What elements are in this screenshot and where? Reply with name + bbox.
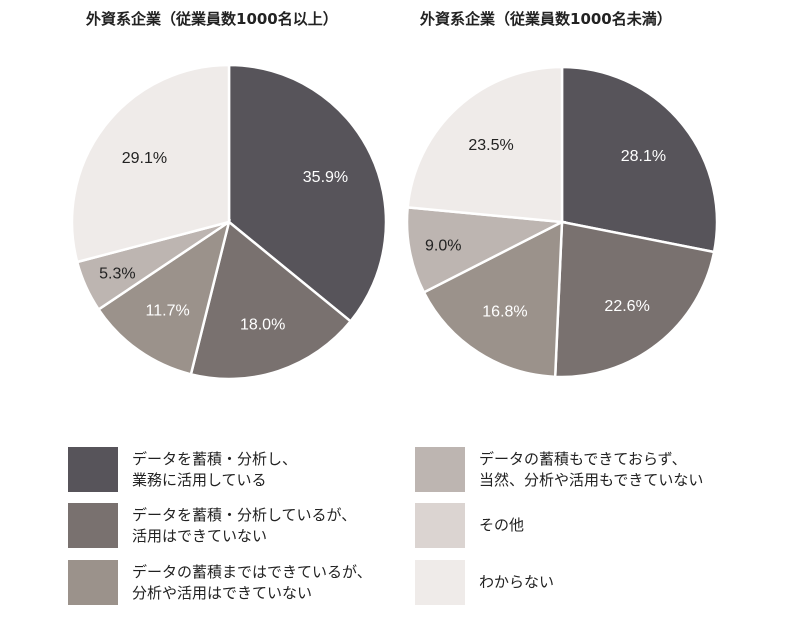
slice-label: 29.1%	[122, 150, 167, 167]
slice-label: 16.8%	[482, 304, 527, 321]
legend-label: データを蓄積・分析し、 業務に活用している	[132, 449, 298, 489]
legend-item: その他	[415, 503, 524, 548]
legend-swatch	[415, 560, 465, 605]
legend-label: データを蓄積・分析しているが、 活用はできていない	[132, 505, 357, 545]
pie-slice	[560, 65, 719, 254]
pie-slice	[96, 219, 232, 376]
legend-swatch	[68, 560, 118, 605]
legend-label: わからない	[479, 573, 555, 591]
pie-slice	[406, 65, 564, 224]
legend-swatch	[415, 503, 465, 548]
legend-swatch	[68, 503, 118, 548]
legend-label: その他	[479, 516, 525, 534]
chart-title-right: 外資系企業（従業員数1000名未満）	[420, 10, 672, 28]
slice-label: 11.7%	[146, 302, 190, 319]
chart-title-left: 外資系企業（従業員数1000名以上）	[86, 10, 338, 28]
pie-slice	[227, 63, 388, 324]
pie-slice	[189, 219, 353, 381]
slice-label: 18.0%	[240, 316, 285, 333]
slice-label: 5.3%	[99, 265, 135, 282]
legend-item: わからない	[415, 560, 554, 605]
pie-charts: 35.9%18.0%11.7%5.3%0.0%29.1%28.1%22.6%16…	[70, 63, 719, 381]
pie-slice	[70, 63, 231, 264]
legend-label: データの蓄積まではできているが、 分析や活用はできていない	[132, 562, 372, 602]
slice-label: 22.6%	[604, 298, 649, 315]
slice-label: 35.9%	[303, 169, 348, 186]
legend-item: データの蓄積もできておらず、 当然、分析や活用もできていない	[415, 447, 703, 492]
pie-slice	[405, 206, 567, 295]
pie-slice	[422, 219, 564, 379]
legend-item: データを蓄積・分析し、 業務に活用している	[68, 447, 297, 492]
legend-label: データの蓄積もできておらず、 当然、分析や活用もできていない	[479, 449, 704, 489]
slice-label: 9.0%	[425, 238, 461, 255]
legend-swatch	[415, 447, 465, 492]
legend-item: データの蓄積まではできているが、 分析や活用はできていない	[68, 560, 372, 605]
legend-swatch	[68, 447, 118, 492]
slice-label: 28.1%	[621, 148, 666, 165]
pie-slice	[553, 220, 716, 379]
legend-item: データを蓄積・分析しているが、 活用はできていない	[68, 503, 356, 548]
slice-label: 23.5%	[468, 137, 513, 154]
